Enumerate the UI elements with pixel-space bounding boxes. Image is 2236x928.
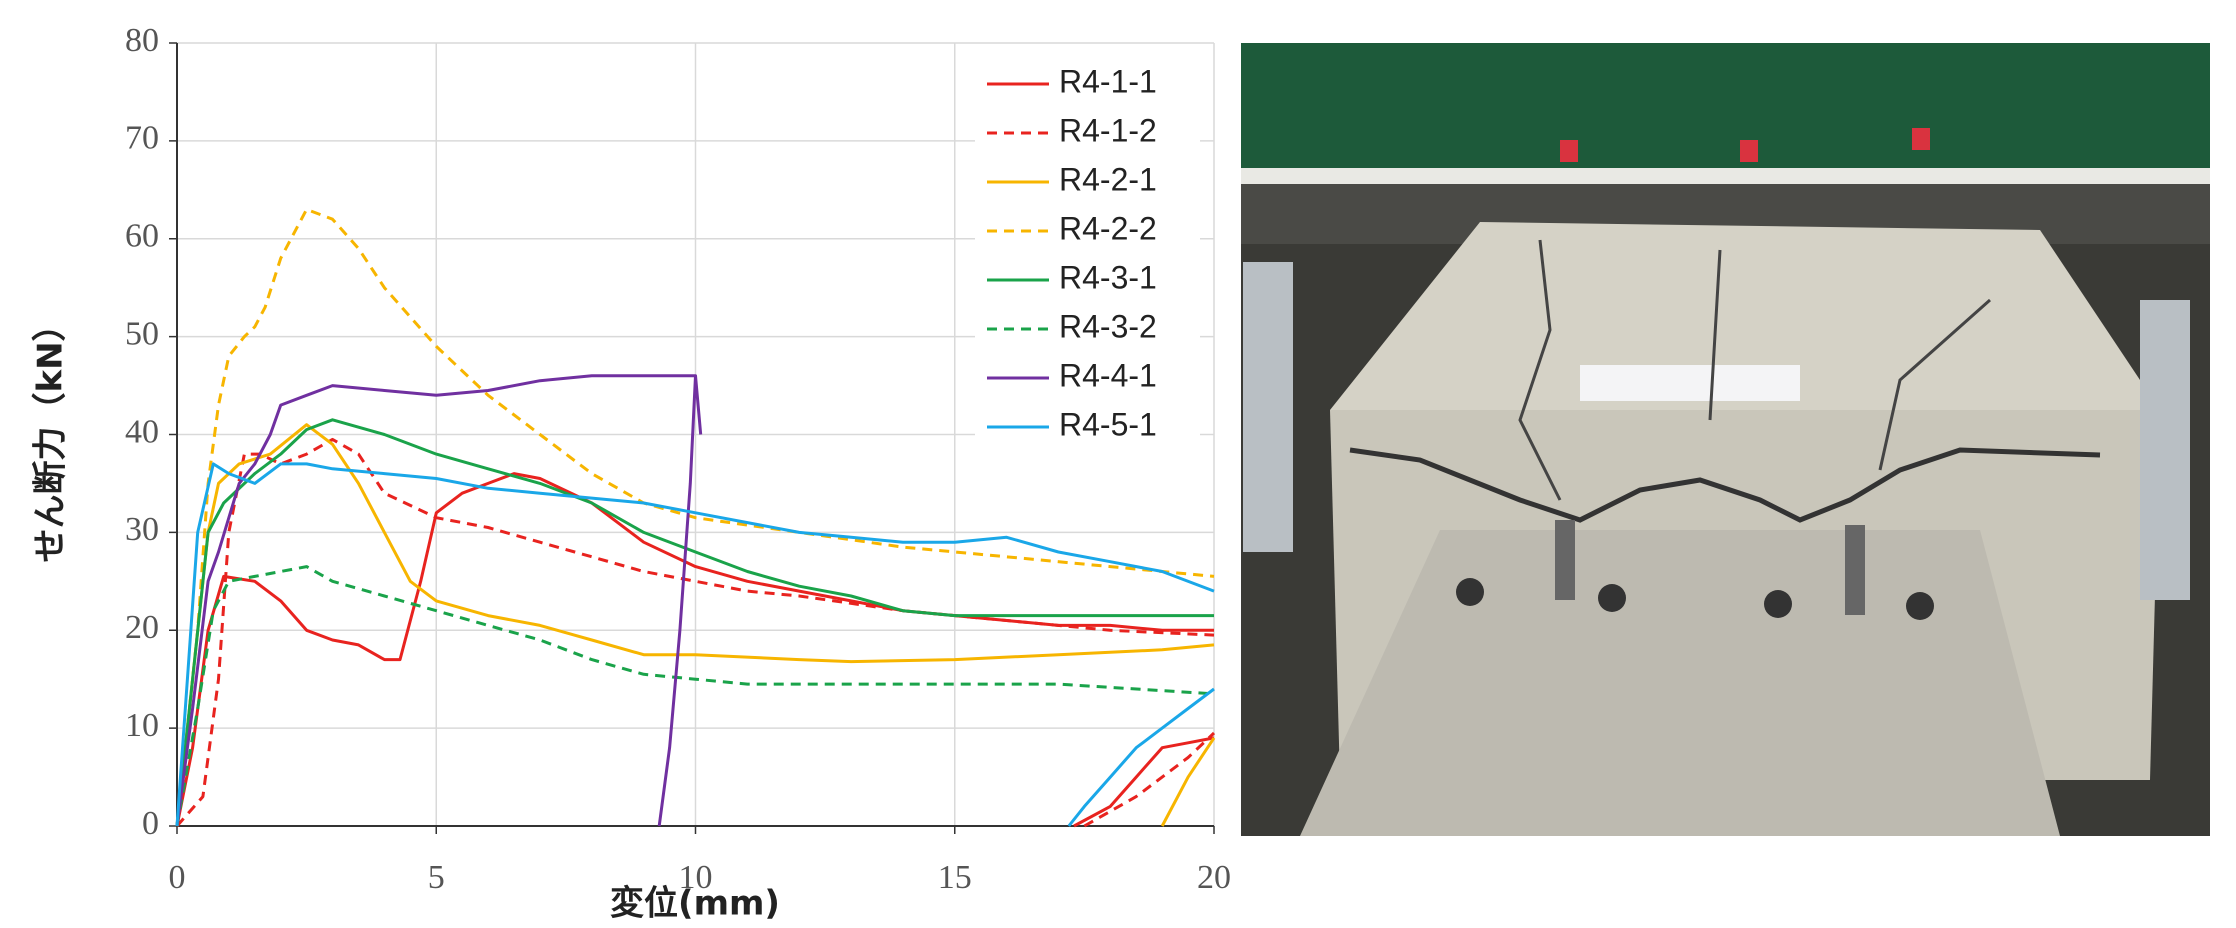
legend: R4-1-1 R4-1-2 R4-2-1 R4-2-2 R4-3-1 R4-3-2 R4-4… <box>975 58 1200 460</box>
page: 0102030405060708005101520R4-1-1R4-1-2R4-… <box>0 0 2236 928</box>
y-tick-label: 0 <box>142 805 159 842</box>
y-tick-label: 50 <box>125 315 159 352</box>
legend-label: R4-4-1 <box>1059 357 1157 393</box>
legend-label: R4-1-1 <box>1059 63 1157 99</box>
y-tick-label: 60 <box>125 218 159 255</box>
x-tick-label: 0 <box>169 859 186 896</box>
y-tick-label: 80 <box>125 22 159 59</box>
y-tick-label: 70 <box>125 120 159 157</box>
x-tick-label: 5 <box>428 859 445 896</box>
legend-label: R4-3-1 <box>1059 259 1157 295</box>
y-tick-label: 10 <box>125 707 159 744</box>
y-tick-label: 30 <box>125 511 159 548</box>
legend-label: R4-5-1 <box>1059 406 1157 442</box>
photo <box>1241 43 2210 836</box>
y-axis-label: せん断力（kN） <box>31 307 71 562</box>
y-tick-label: 20 <box>125 609 159 646</box>
x-tick-label: 20 <box>1197 859 1231 896</box>
x-tick-label: 15 <box>938 859 972 896</box>
legend-label: R4-3-2 <box>1059 308 1157 344</box>
legend-label: R4-2-1 <box>1059 161 1157 197</box>
x-axis-label: 変位(mm) <box>610 884 780 924</box>
legend-label: R4-2-2 <box>1059 210 1157 246</box>
legend-label: R4-1-2 <box>1059 112 1157 148</box>
y-tick-label: 40 <box>125 413 159 450</box>
